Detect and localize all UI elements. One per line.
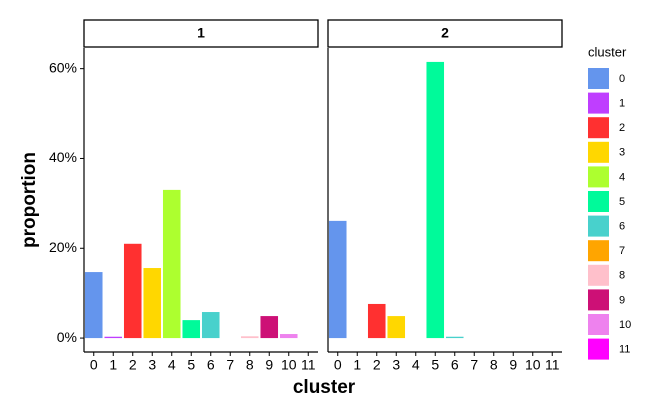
bar [240,336,259,339]
strip [83,19,319,48]
legend-title: cluster [588,44,627,59]
bar [143,268,162,339]
x-tick-label: 5 [187,357,195,373]
legend-label: 3 [619,147,625,159]
legend-key [588,166,609,188]
x-tick-label: 11 [301,357,316,373]
x-tick-label: 8 [246,357,254,373]
x-tick-label: 3 [392,357,400,373]
bar [426,61,445,339]
x-tick-label: 8 [490,357,498,373]
x-tick-label: 9 [265,357,273,373]
legend-key [588,68,609,89]
bar [182,320,201,339]
y-tick-label: 0% [57,329,77,345]
bar [328,220,347,339]
x-tick-label: 2 [373,357,381,373]
legend-key [588,191,609,212]
y-axis-title: proportion [19,152,40,248]
strip-label: 2 [441,25,449,41]
x-tick-label: 3 [148,357,156,373]
legend-key [588,338,609,360]
x-tick-label: 10 [525,357,541,373]
y-tick-label: 20% [49,239,77,255]
legend-key [588,314,609,335]
legend-label: 11 [619,344,630,356]
legend-key [588,264,609,286]
bar [84,272,103,339]
bar [367,303,386,339]
x-tick-label: 9 [509,357,517,373]
bar [201,312,220,339]
legend-label: 8 [619,270,625,282]
x-tick-label: 6 [207,357,215,373]
x-tick-label: 4 [412,357,420,373]
x-tick-label: 7 [470,357,478,373]
bar [123,243,142,339]
x-tick-label: 4 [168,357,176,373]
x-tick-label: 0 [90,357,98,373]
y-tick-label: 60% [49,59,77,75]
legend-key [588,215,609,237]
x-axis-title: cluster [293,377,356,398]
legend-label: 4 [619,171,625,183]
x-tick-label: 5 [431,357,439,373]
bar [387,316,406,339]
legend-label: 0 [619,73,625,85]
legend-key [588,289,609,311]
legend-label: 7 [619,245,625,257]
x-tick-label: 6 [451,357,459,373]
legend-label: 9 [619,294,625,306]
strip [327,19,563,48]
x-tick-label: 1 [109,357,117,373]
legend-label: 5 [619,196,625,208]
bar [104,336,123,339]
x-tick-label: 11 [545,357,560,373]
legend-key [588,117,609,139]
strip-label: 1 [197,25,205,41]
legend-key [588,141,609,163]
x-tick-label: 10 [281,357,297,373]
y-tick-label: 40% [49,149,77,165]
x-tick-label: 2 [129,357,137,373]
x-tick-label: 7 [226,357,234,373]
legend-label: 2 [619,122,625,134]
legend-label: 10 [619,319,631,331]
bar [162,189,181,339]
legend-label: 6 [619,221,625,233]
legend-key [588,92,609,114]
bar [279,334,298,339]
x-tick-label: 0 [334,357,342,373]
x-tick-label: 1 [353,357,361,373]
bar [445,336,464,339]
bar [260,316,279,339]
legend-label: 1 [619,98,625,110]
legend-key [588,240,609,262]
